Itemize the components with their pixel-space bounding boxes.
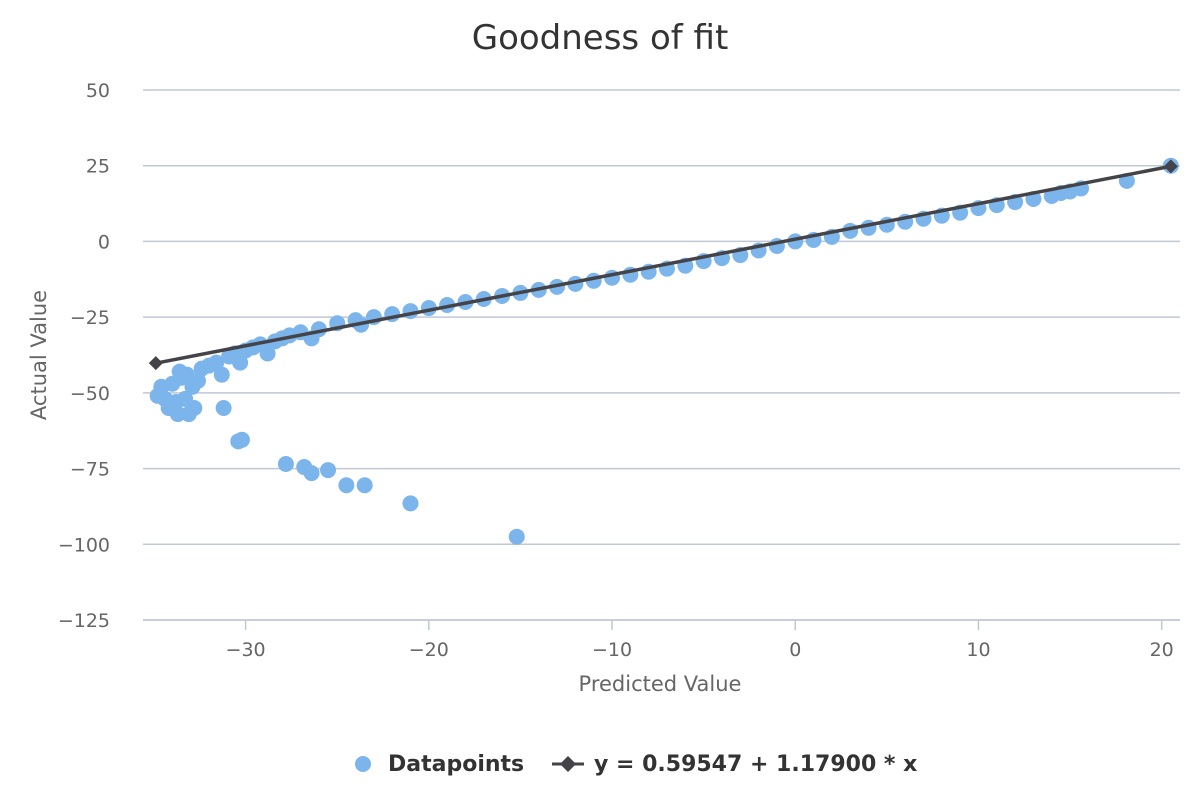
regression-endpoint-marker[interactable] [1163,159,1178,174]
legend-label-regression: y = 0.59547 + 1.17900 * x [594,752,917,777]
scatter-point[interactable] [259,345,276,362]
x-tick-label: −30 [226,639,266,661]
y-tick-label: −75 [70,459,110,481]
chart-title: Goodness of fit [472,18,729,58]
y-tick-label: 25 [86,156,110,178]
y-tick-label: −125 [58,610,110,632]
scatter-point[interactable] [303,465,320,482]
scatter-point[interactable] [277,456,294,473]
regression-endpoint-marker[interactable] [148,356,163,371]
y-axis-ticks: 50 25 0 −25 −50 −75 −100 −125 [58,80,110,632]
scatter-point[interactable] [356,477,373,494]
legend-label-datapoints: Datapoints [388,752,524,777]
y-tick-label: 50 [86,80,110,102]
y-axis-title: Actual Value [27,290,51,420]
scatter-point[interactable] [402,495,419,512]
grid-lines [143,89,1180,621]
regression-line-series [148,159,1178,371]
legend-item-regression[interactable]: y = 0.59547 + 1.17900 * x [552,752,917,777]
scatter-point[interactable] [208,354,225,371]
scatter-point[interactable] [213,366,230,383]
scatter-point[interactable] [189,372,206,389]
legend-marker-datapoints [355,756,371,772]
x-tick-label: 0 [789,639,801,661]
scatter-point[interactable] [169,406,186,423]
legend: Datapoints y = 0.59547 + 1.17900 * x [355,752,917,777]
x-axis-title: Predicted Value [579,672,742,696]
legend-item-datapoints[interactable]: Datapoints [355,752,524,777]
scatter-point[interactable] [320,462,337,479]
scatter-point[interactable] [215,400,232,416]
scatter-point[interactable] [508,528,525,545]
x-tick-label: −10 [592,639,632,661]
scatter-point[interactable] [338,477,355,494]
y-tick-label: −100 [58,534,110,556]
scatter-point[interactable] [186,400,203,416]
scatter-point[interactable] [232,354,249,371]
diamond-icon [560,756,576,772]
scatter-point[interactable] [233,431,250,448]
x-axis-ticks: −30 −20 −10 0 10 20 [143,619,1180,661]
x-tick-label: 10 [966,639,990,661]
y-tick-label: −50 [70,383,110,405]
regression-line [155,164,1172,365]
y-tick-label: −25 [70,307,110,329]
y-tick-label: 0 [98,231,110,253]
x-tick-label: 20 [1150,639,1174,661]
x-tick-label: −20 [409,639,449,661]
scatter-series [149,157,1179,545]
